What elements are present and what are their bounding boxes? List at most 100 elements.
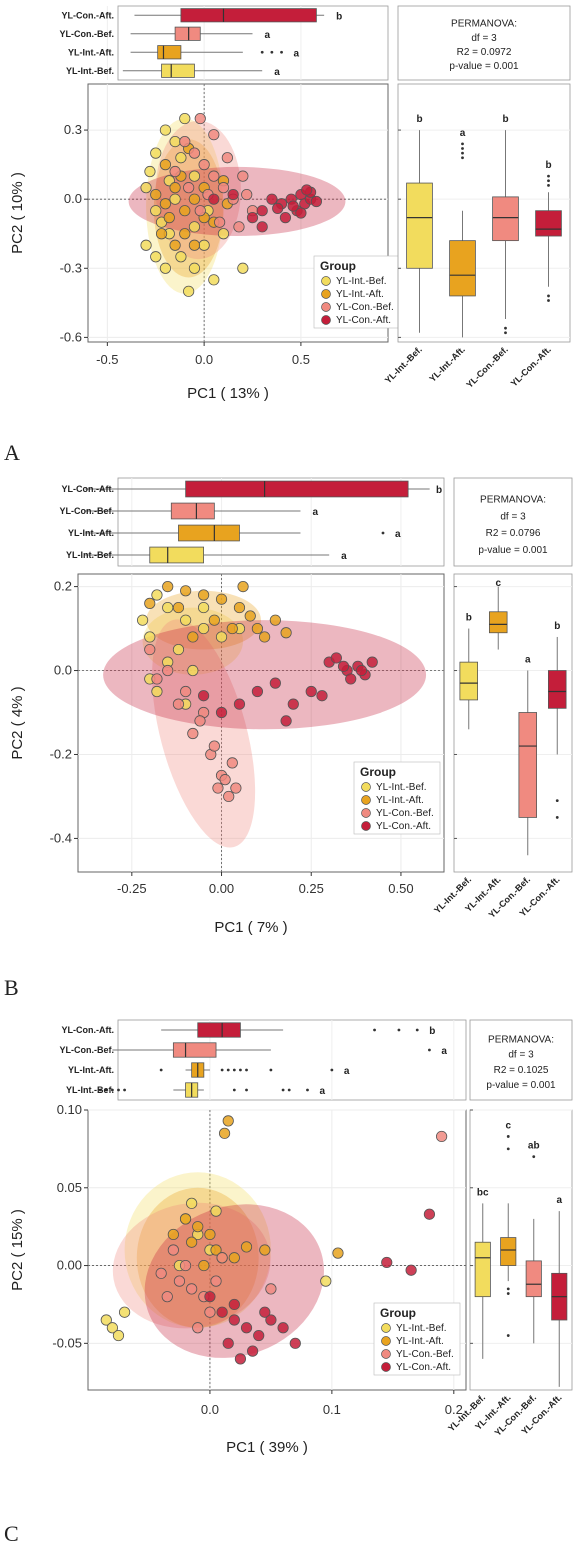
pc1-outlier (110, 1088, 114, 1092)
pc1-boxplot-frame (117, 1019, 467, 1101)
x-axis-title: PC1 ( 13% ) (187, 385, 269, 402)
pc2-outlier (506, 1287, 510, 1291)
pc2-outlier (547, 299, 550, 302)
scatter-point (208, 193, 220, 205)
pc1-significance: a (344, 1066, 350, 1077)
scatter-point (208, 740, 220, 752)
x-tick-label: 0.0 (201, 1402, 219, 1417)
legend-entry: YL-Int.-Aft. (336, 289, 384, 300)
scatter-point (256, 205, 268, 217)
scatter-point (251, 685, 264, 698)
scatter-point (305, 685, 317, 698)
legend-entry: YL-Con.-Aft. (336, 315, 391, 326)
scatter-point (179, 228, 191, 240)
pc2-box (459, 661, 478, 701)
legend-swatch (361, 795, 371, 805)
pc2-significance: bc (477, 1187, 489, 1198)
pc1-box (185, 480, 409, 498)
pc2-outlier (547, 174, 550, 178)
legend-entry: YL-Con.-Aft. (376, 821, 431, 832)
legend-entry: YL-Int.-Bef. (376, 782, 427, 793)
pc2-box (488, 611, 508, 634)
pc1-box (149, 546, 204, 564)
permanova-line: p-value = 0.001 (478, 545, 548, 556)
scatter-point (208, 274, 220, 286)
pc2-outlier (461, 151, 464, 155)
panel-A: -0.5 0.0 0.5 -0.6 -0.3 0.0 0.3 PC1 ( 13% ) PC2 (… (4, 5, 571, 465)
legend-swatch (321, 289, 331, 299)
pc1-outlier (220, 1068, 224, 1072)
scatter-point (223, 790, 235, 803)
scatter-point (188, 262, 201, 274)
pc1-outlier (415, 1028, 419, 1032)
confidence-ellipse-2 (112, 1202, 271, 1329)
scatter-point (208, 170, 220, 182)
pc1-outlier (123, 1088, 126, 1092)
pc1-outlier (428, 1048, 431, 1052)
scatter-point (172, 698, 185, 710)
scatter-point (192, 1322, 204, 1334)
pc2-box (518, 712, 538, 818)
pc2-group-label: YL-Con.-Bef. (464, 344, 510, 390)
permanova-line: R2 = 0.0796 (486, 528, 541, 539)
scatter-point (179, 1259, 192, 1272)
y-tick-label: 0.0 (54, 663, 72, 678)
scatter-point (227, 188, 239, 201)
scatter-point (197, 690, 210, 702)
scatter-point (175, 251, 187, 263)
pc2-significance: b (502, 114, 508, 125)
legend-entry: YL-Int.-Bef. (396, 1323, 447, 1334)
scatter-point (216, 1252, 228, 1264)
scatter-point (187, 631, 199, 643)
scatter-point (159, 124, 172, 136)
pc1-outlier (226, 1068, 230, 1072)
legend-swatch (321, 276, 331, 286)
scatter-point (167, 1244, 179, 1256)
scatter-point (228, 1252, 240, 1264)
pc2-outlier (547, 179, 550, 183)
legend-title: Group (380, 1306, 416, 1320)
scatter-point (194, 715, 206, 727)
permanova-line: df = 3 (508, 1050, 534, 1061)
legend-swatch (321, 302, 331, 312)
pc1-box (174, 26, 201, 41)
scatter-point (230, 782, 242, 794)
scatter-point (405, 1264, 417, 1276)
scatter-point (266, 193, 278, 205)
scatter-point (188, 221, 201, 233)
scatter-point (144, 165, 156, 178)
scatter-point (188, 239, 201, 251)
scatter-point (187, 664, 199, 677)
scatter-point (212, 782, 224, 794)
scatter-point (256, 221, 268, 233)
pc1-outlier (232, 1088, 236, 1092)
pc1-outlier (306, 1088, 309, 1092)
scatter-point (208, 129, 220, 141)
pc2-significance: c (495, 578, 501, 589)
scatter-point (208, 614, 220, 626)
legend-entry: YL-Con.-Bef. (336, 302, 394, 313)
pc1-group-label: YL-Int.-Bef. (66, 66, 114, 76)
pc1-outlier (381, 531, 385, 535)
y-tick-label: 0.3 (64, 122, 82, 137)
y-tick-label: 0.2 (54, 579, 72, 594)
pc2-outlier (504, 326, 507, 330)
scatter-point (118, 1306, 131, 1318)
scatter-point (214, 216, 226, 228)
scatter-point (179, 112, 191, 125)
pc2-significance: a (525, 655, 531, 666)
pc1-group-label: YL-Int.-Aft. (68, 528, 114, 538)
pc2-box (449, 240, 476, 297)
pc2-significance: b (466, 613, 472, 624)
panel-letter: B (4, 975, 19, 1000)
scatter-point (100, 1314, 112, 1326)
scatter-point (240, 1241, 253, 1253)
scatter-point (162, 580, 174, 593)
scatter-point (169, 239, 181, 251)
y-axis-title: PC2 ( 15% ) (9, 1209, 26, 1291)
pc2-outlier (506, 1334, 510, 1337)
legend: Group YL-Int.-Bef. YL-Int.-Aft. YL-Con.-Bef… (353, 761, 441, 835)
panel-B: -0.25 0.00 0.25 0.50 -0.4 -0.2 0.0 0.2 PC1 ( 7% … (4, 477, 573, 1000)
scatter-point (259, 1244, 271, 1256)
legend: Group YL-Int.-Bef. YL-Int.-Aft. YL-Con.-Bef… (373, 1302, 461, 1376)
